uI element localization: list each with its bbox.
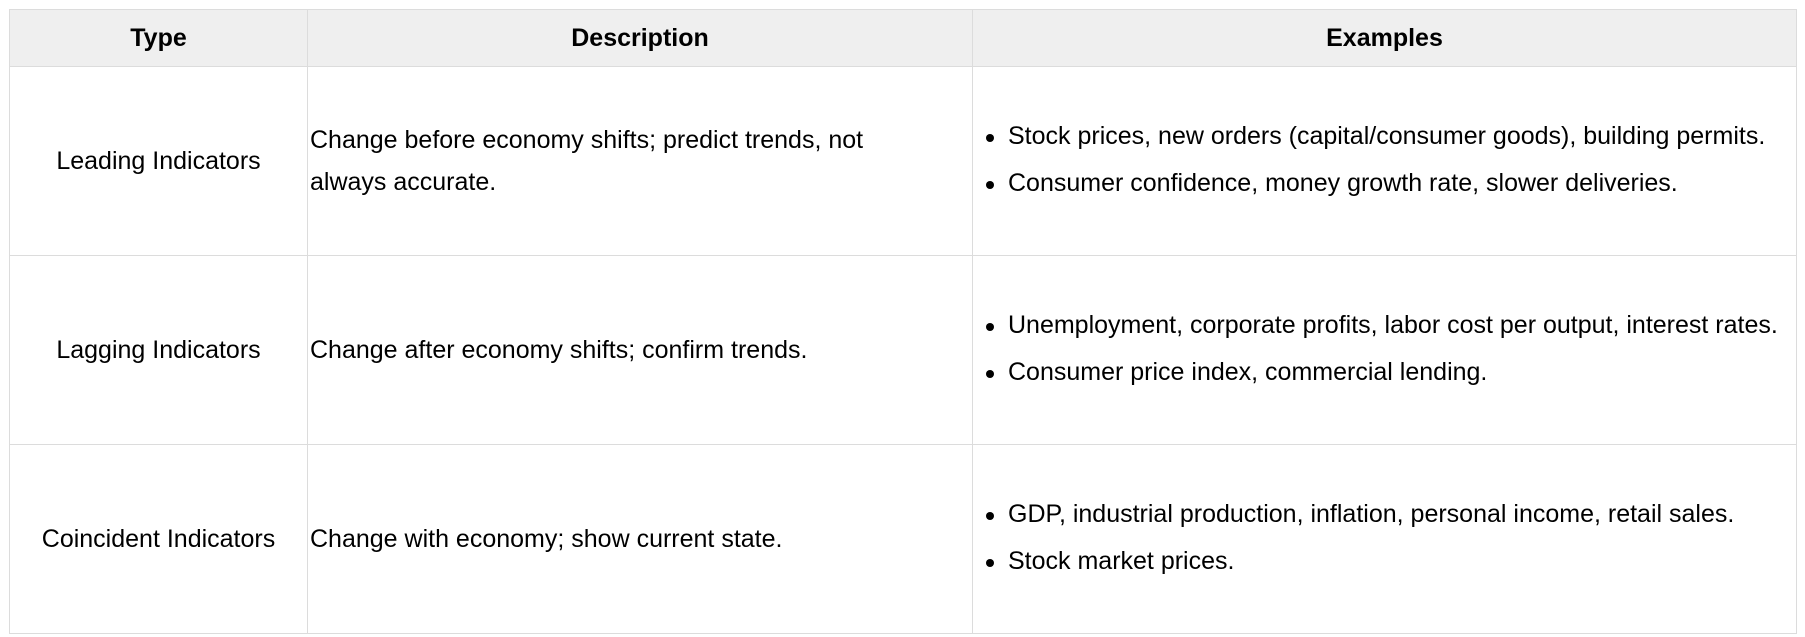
examples-cell: Stock prices, new orders (capital/consum… (972, 66, 1797, 256)
examples-list: GDP, industrial production, inflation, p… (977, 491, 1792, 585)
list-item: Stock prices, new orders (capital/consum… (986, 113, 1792, 160)
header-row: Type Description Examples (9, 9, 1797, 67)
description-cell: Change before economy shifts; predict tr… (307, 66, 973, 256)
table-row: Leading Indicators Change before economy… (9, 66, 1797, 256)
list-item: GDP, industrial production, inflation, p… (986, 491, 1792, 538)
examples-cell: GDP, industrial production, inflation, p… (972, 444, 1797, 634)
list-item: Consumer price index, commercial lending… (986, 349, 1792, 396)
header-type: Type (9, 9, 308, 67)
indicators-table-container: Type Description Examples Leading Indica… (9, 9, 1797, 634)
examples-list: Stock prices, new orders (capital/consum… (977, 113, 1792, 207)
table-row: Lagging Indicators Change after economy … (9, 255, 1797, 445)
indicators-table: Type Description Examples Leading Indica… (9, 9, 1797, 634)
description-cell: Change after economy shifts; confirm tre… (307, 255, 973, 445)
table-header: Type Description Examples (9, 9, 1797, 67)
type-cell: Lagging Indicators (9, 255, 308, 445)
type-cell: Coincident Indicators (9, 444, 308, 634)
list-item: Stock market prices. (986, 538, 1792, 585)
header-description: Description (307, 9, 973, 67)
table-body: Leading Indicators Change before economy… (9, 66, 1797, 634)
list-item: Consumer confidence, money growth rate, … (986, 160, 1792, 207)
table-row: Coincident Indicators Change with econom… (9, 444, 1797, 634)
header-examples: Examples (972, 9, 1797, 67)
type-cell: Leading Indicators (9, 66, 308, 256)
description-cell: Change with economy; show current state. (307, 444, 973, 634)
examples-list: Unemployment, corporate profits, labor c… (977, 302, 1792, 396)
list-item: Unemployment, corporate profits, labor c… (986, 302, 1792, 349)
examples-cell: Unemployment, corporate profits, labor c… (972, 255, 1797, 445)
